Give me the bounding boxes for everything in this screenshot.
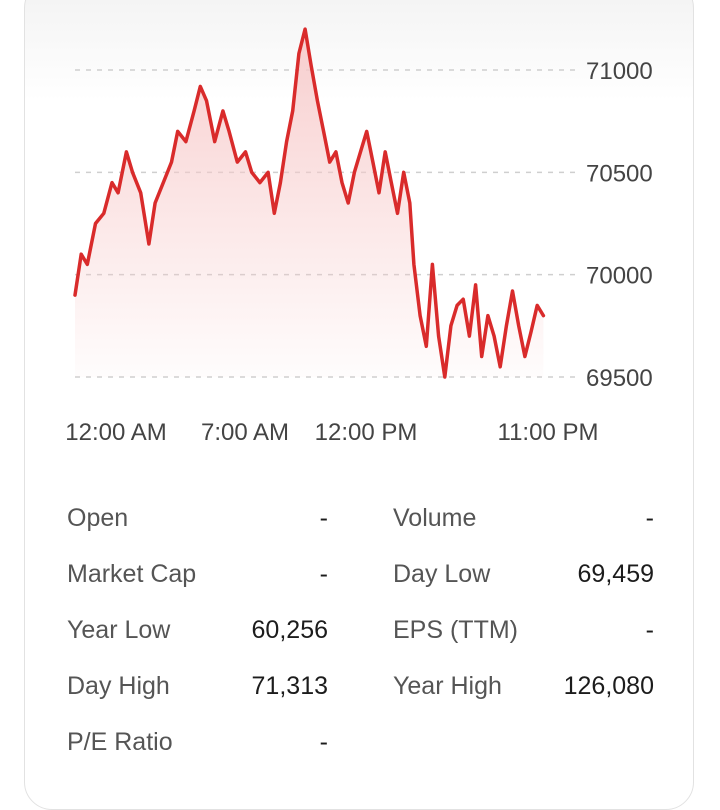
eps-label: EPS (TTM) [393,616,518,644]
x-tick-label: 12:00 PM [315,419,418,446]
price-chart[interactable]: 69500 70000 70500 71000 12:00 AM 7:00 AM 12:00… [0,0,720,460]
day-high-value: 71,313 [251,672,328,700]
volume-value: - [645,504,654,532]
day-low-value: 69,459 [577,560,654,588]
day-low-label: Day Low [393,560,491,588]
stats-panel: Open - Market Cap - Year Low 60,256 Day … [67,504,654,756]
price-area [75,29,544,377]
x-tick-label: 12:00 AM [65,419,166,446]
year-low-label: Year Low [67,616,171,644]
stock-card [24,0,694,810]
x-tick-label: 11:00 PM [498,419,599,446]
pe-ratio-label: P/E Ratio [67,728,173,756]
y-tick-label: 71000 [586,58,653,85]
year-low-value: 60,256 [251,616,328,644]
open-value: - [319,504,328,532]
open-label: Open [67,504,129,532]
y-tick-label: 69500 [586,365,653,392]
price-line [73,27,546,379]
eps-value: - [645,616,654,644]
market-cap-label: Market Cap [67,560,197,588]
volume-label: Volume [393,504,477,532]
pe-ratio-value: - [319,728,328,756]
year-high-value: 126,080 [563,672,654,700]
day-high-label: Day High [67,672,170,700]
y-tick-label: 70000 [586,263,653,290]
market-cap-value: - [319,560,328,588]
year-high-label: Year High [393,672,502,700]
y-tick-label: 70500 [586,160,653,187]
x-tick-label: 7:00 AM [201,419,289,446]
